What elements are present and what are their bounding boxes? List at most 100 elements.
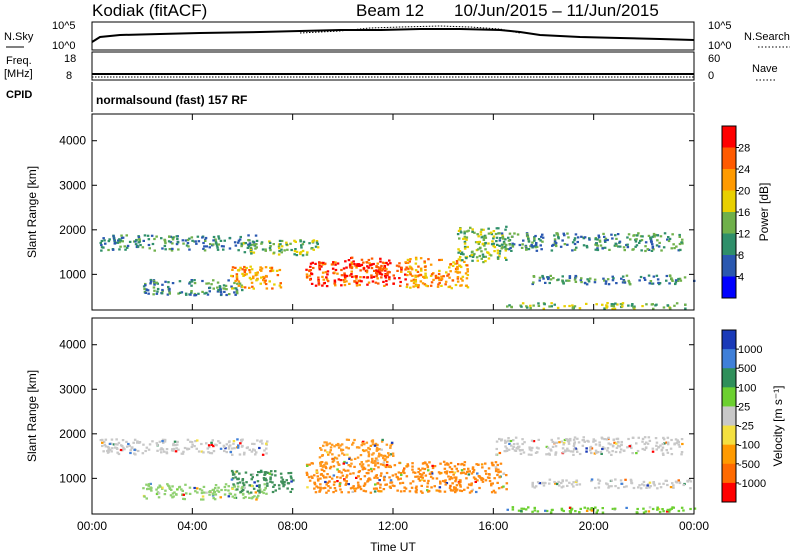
- echo-cell: [542, 484, 546, 487]
- echo-cell: [390, 481, 394, 484]
- echo-cell: [125, 440, 128, 443]
- echo-cell: [195, 242, 198, 245]
- echo-cell: [423, 260, 426, 263]
- echo-cell: [645, 486, 648, 489]
- echo-cell: [558, 441, 561, 444]
- echo-cell: [273, 483, 276, 487]
- echo-cell: [449, 484, 452, 487]
- echo-cell: [342, 279, 345, 282]
- echo-cell: [232, 483, 235, 486]
- echo-cell: [330, 477, 334, 480]
- echo-cell: [373, 490, 377, 493]
- echo-cell: [251, 473, 255, 476]
- echo-cell: [504, 244, 508, 247]
- echo-cell: [290, 480, 293, 483]
- echo-cell: [149, 482, 152, 485]
- echo-cell: [375, 271, 378, 275]
- echo-cell: [547, 277, 550, 281]
- echo-cell: [156, 443, 159, 446]
- echo-cell: [602, 232, 605, 235]
- echo-cell: [227, 495, 231, 498]
- echo-cell: [657, 445, 661, 449]
- echo-cell: [216, 290, 220, 293]
- echo-cell: [207, 282, 210, 285]
- echo-cell: [642, 480, 646, 483]
- echo-cell: [466, 270, 469, 273]
- echo-cell: [238, 453, 242, 456]
- echo-cell: [356, 263, 359, 266]
- echo-cell: [471, 250, 474, 253]
- echo-cell: [370, 263, 374, 266]
- echo-cell: [332, 474, 336, 477]
- echo-cell: [152, 279, 156, 282]
- echo-cell: [176, 488, 179, 491]
- echo-cell: [227, 445, 231, 448]
- echo-cell: [573, 237, 577, 240]
- echo-cell: [472, 476, 476, 479]
- echo-cell: [387, 452, 390, 455]
- echo-cell: [590, 479, 593, 483]
- echo-cell: [426, 285, 429, 288]
- echo-cell: [651, 243, 654, 246]
- echo-cell: [477, 463, 480, 466]
- echo-cell: [161, 288, 164, 292]
- echo-cell: [150, 489, 153, 492]
- echo-cell: [168, 485, 171, 488]
- echo-cell: [271, 481, 274, 484]
- echo-cell: [468, 491, 472, 494]
- echo-cell: [212, 287, 215, 290]
- echo-cell: [367, 266, 370, 269]
- echo-cell: [505, 474, 508, 477]
- echo-cell: [615, 237, 618, 240]
- echo-cell: [444, 463, 447, 466]
- echo-cell: [423, 261, 426, 264]
- echo-cell: [155, 235, 158, 238]
- echo-cell: [353, 487, 356, 490]
- echo-cell: [255, 498, 258, 501]
- echo-cell: [489, 231, 493, 234]
- echo-cell: [349, 487, 353, 490]
- echo-cell: [237, 249, 240, 252]
- echo-cell: [516, 445, 520, 448]
- echo-cell: [111, 447, 114, 450]
- echo-cell: [237, 444, 240, 447]
- echo-cell: [377, 455, 380, 458]
- echo-cell: [249, 243, 252, 246]
- colorbar-tick-label: 100: [738, 382, 756, 394]
- echo-cell: [655, 244, 659, 247]
- echo-cell: [171, 247, 174, 250]
- echo-cell: [214, 493, 218, 496]
- echo-cell: [424, 265, 427, 268]
- echo-cell: [491, 240, 494, 243]
- echo-cell: [239, 442, 242, 445]
- echo-cell: [237, 280, 241, 283]
- echo-cell: [614, 242, 617, 245]
- echo-cell: [559, 245, 563, 248]
- echo-cell: [625, 506, 628, 509]
- echo-cell: [421, 282, 425, 285]
- echo-cell: [268, 241, 272, 244]
- echo-cell: [142, 239, 145, 242]
- echo-cell: [235, 273, 239, 276]
- echo-cell: [622, 279, 626, 282]
- echo-cell: [454, 283, 458, 287]
- echo-cell: [194, 240, 197, 243]
- echo-cell: [649, 236, 652, 239]
- echo-cell: [632, 486, 636, 490]
- echo-cell: [662, 510, 665, 513]
- echo-cell: [188, 248, 191, 251]
- echo-cell: [662, 438, 666, 441]
- echo-cell: [150, 234, 154, 237]
- echo-cell: [253, 243, 256, 246]
- echo-cell: [492, 230, 496, 233]
- echo-cell: [188, 237, 191, 240]
- echo-cell: [384, 465, 388, 469]
- echo-cell: [463, 260, 466, 263]
- echo-cell: [562, 232, 565, 235]
- echo-cell: [565, 438, 568, 441]
- echo-cell: [258, 484, 261, 487]
- echo-cell: [240, 245, 243, 248]
- echo-cell: [414, 486, 418, 490]
- echo-cell: [676, 439, 679, 442]
- echo-cell: [678, 277, 682, 280]
